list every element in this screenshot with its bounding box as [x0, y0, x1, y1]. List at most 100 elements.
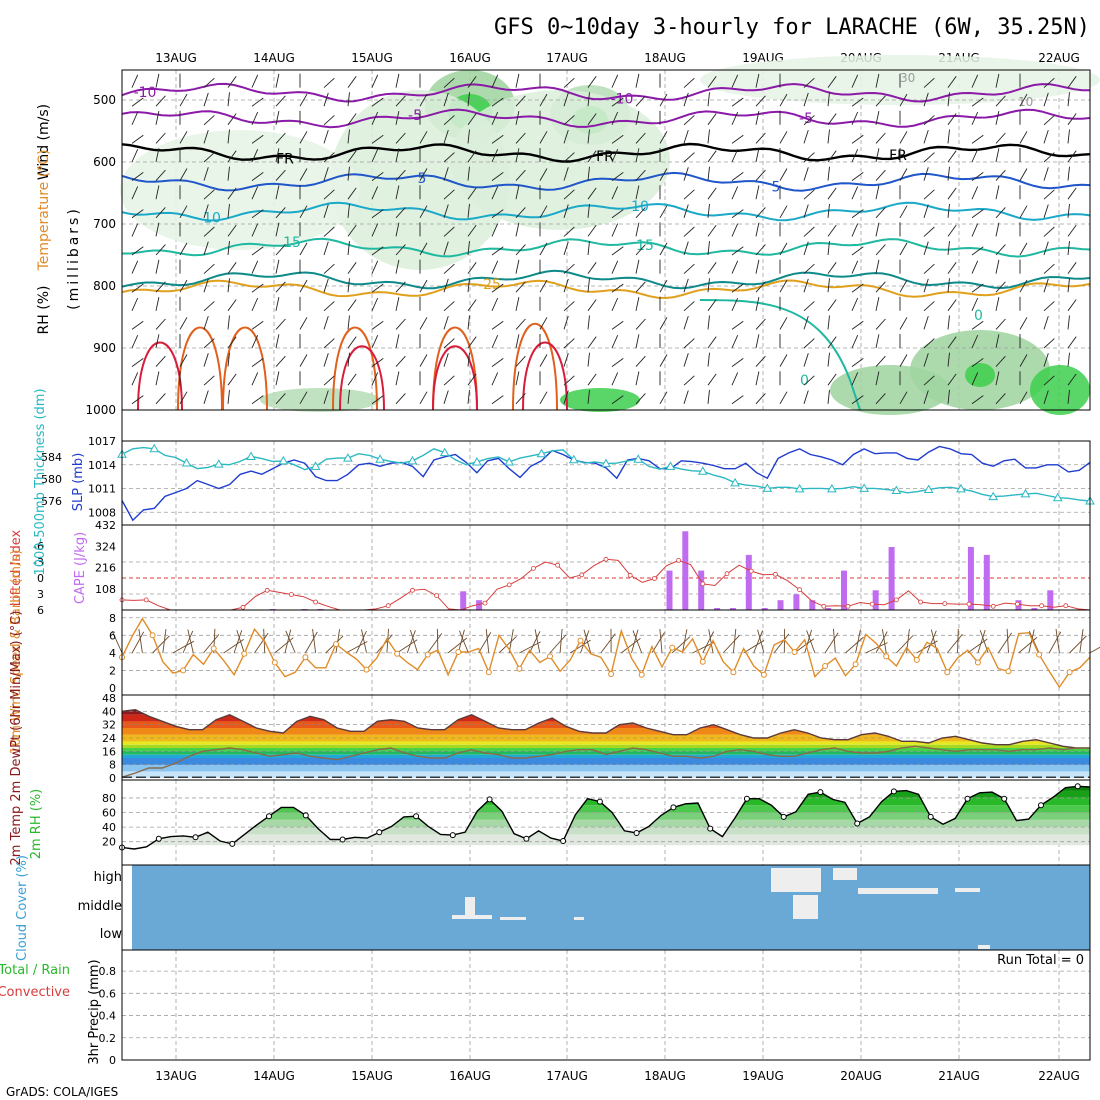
wind-barb	[347, 203, 350, 218]
wind-barb	[995, 185, 1000, 200]
wind-barb	[275, 169, 286, 181]
wind-barb	[803, 129, 809, 144]
wind-barb	[443, 390, 449, 404]
rh-line-marker	[743, 795, 750, 802]
wind-barb	[491, 260, 499, 274]
y-tick-label: 24	[102, 732, 116, 745]
wind-barb	[563, 263, 575, 274]
wind-barb	[227, 76, 237, 88]
thickness-line-marker	[697, 466, 708, 475]
cape-bar	[983, 554, 990, 610]
wind-barb	[1067, 187, 1077, 200]
wind-barb	[587, 336, 597, 349]
wind-barb	[131, 260, 139, 274]
warm-contour	[432, 345, 478, 411]
wind-barb	[323, 152, 335, 163]
slp-label: SLP (mb)	[71, 453, 86, 512]
thickness-line-marker	[859, 483, 869, 492]
y-tick-label: 16	[102, 745, 116, 758]
wind-barb	[587, 278, 590, 293]
wind-speed-line-marker	[485, 669, 492, 676]
thickness-line-marker	[730, 477, 740, 487]
wind-barb	[947, 187, 957, 200]
wind-barb	[203, 338, 215, 349]
thickness-line-marker	[1052, 492, 1063, 502]
wind-barb	[995, 259, 1000, 274]
wind-barb	[683, 278, 689, 293]
wind-barb	[251, 358, 264, 367]
wind-barb	[971, 172, 984, 181]
wind-barb	[957, 628, 959, 653]
wind-speed-line-marker	[638, 671, 645, 678]
wind-barb	[275, 207, 286, 219]
li-marker	[555, 562, 560, 568]
cloud-block	[858, 888, 938, 894]
wind-barb	[275, 371, 280, 386]
wind-barb	[635, 371, 640, 386]
wind-barb	[1043, 263, 1055, 274]
wind-barb	[875, 318, 886, 330]
wind-barb	[899, 242, 908, 256]
wind-barb	[347, 373, 357, 386]
wind-barb	[707, 129, 710, 144]
wind-barb	[635, 185, 640, 200]
temp-band	[122, 754, 1090, 758]
wind-barb	[1043, 204, 1049, 218]
wind-barb	[923, 278, 929, 293]
wind-barb	[683, 241, 689, 256]
wind-speed-line-marker	[944, 669, 951, 676]
rh-line-marker	[155, 835, 162, 842]
wind-barb	[923, 115, 935, 126]
wind-barb	[1067, 129, 1070, 144]
wind-barb	[707, 315, 710, 330]
temp-2m-label: 2m Temp 2m DewPt (6hr Min/Max) (°C)	[9, 611, 24, 866]
rh-line-marker	[633, 830, 640, 836]
wind-barb	[251, 111, 259, 125]
cloud-level-label: low	[100, 927, 123, 942]
wind-speed-line-marker	[974, 659, 981, 666]
y-tick-label: 500	[93, 93, 116, 107]
wind-barb	[851, 246, 864, 256]
wind-barb	[851, 172, 864, 181]
wind-barb	[1019, 131, 1028, 144]
wind-barb	[779, 93, 788, 107]
wind-barb	[179, 279, 188, 293]
wind-barb	[227, 373, 237, 386]
y-tick-label: 4	[109, 647, 116, 660]
wind-barb	[755, 222, 760, 237]
precip-total-label: Total / Rain	[0, 963, 70, 978]
wind-barb	[587, 150, 597, 163]
wind-barb	[443, 278, 449, 293]
wind-barb	[323, 278, 329, 293]
wind-barb	[683, 375, 695, 386]
contour-label: FR	[276, 152, 294, 168]
rh-line-marker	[854, 820, 861, 827]
y-tick-label: 576	[41, 495, 62, 508]
wind-barb	[947, 389, 950, 404]
date-label-bottom: 14AUG	[253, 1069, 295, 1083]
wind-barb	[779, 354, 788, 367]
wind-barb	[179, 93, 188, 107]
cloud-cover-label: Cloud Cover (%)	[15, 855, 30, 961]
wind-barb	[275, 334, 280, 349]
rh-line-marker	[376, 829, 383, 836]
wind-barb	[803, 390, 809, 404]
wind-barb	[458, 630, 469, 654]
wind-speed-line-marker	[577, 637, 584, 644]
wind-barb	[563, 152, 575, 163]
temp-band	[122, 748, 1090, 752]
wind-barb	[923, 226, 935, 237]
wind-barb	[515, 73, 520, 88]
wind-barb	[827, 352, 830, 367]
wind-barb	[563, 278, 569, 293]
wind-barb	[131, 74, 139, 88]
wind-barb	[923, 263, 935, 274]
wind-barb	[683, 263, 695, 274]
wind-barb	[731, 297, 739, 311]
date-label-top: 13AUG	[155, 51, 197, 65]
wind-barb	[347, 92, 350, 107]
rh-line-marker	[523, 835, 530, 842]
wind-barb	[875, 297, 880, 311]
wind-barb	[371, 74, 379, 88]
wind-barb	[131, 223, 139, 237]
